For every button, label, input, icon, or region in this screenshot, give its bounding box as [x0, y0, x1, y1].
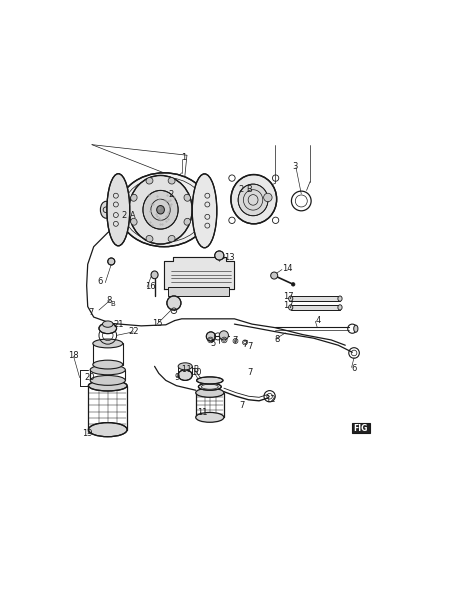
Bar — [351, 424, 370, 433]
Ellipse shape — [99, 323, 117, 334]
Text: 21: 21 — [114, 320, 124, 329]
Text: 2: 2 — [168, 190, 173, 199]
Text: 20: 20 — [84, 373, 95, 382]
Text: 12: 12 — [265, 395, 276, 404]
Text: 7: 7 — [233, 336, 238, 345]
Ellipse shape — [143, 190, 178, 229]
Ellipse shape — [103, 321, 113, 327]
Bar — [168, 287, 229, 296]
Ellipse shape — [93, 360, 123, 369]
Ellipse shape — [192, 174, 217, 248]
Ellipse shape — [184, 218, 190, 225]
Text: 18: 18 — [68, 351, 79, 360]
Circle shape — [271, 272, 278, 279]
Ellipse shape — [289, 305, 293, 310]
Text: 15: 15 — [152, 319, 162, 328]
Text: 2 B: 2 B — [239, 185, 252, 194]
Ellipse shape — [238, 184, 268, 216]
Ellipse shape — [146, 178, 153, 184]
Ellipse shape — [178, 363, 192, 370]
Text: B: B — [110, 301, 115, 307]
Ellipse shape — [93, 339, 123, 348]
Ellipse shape — [184, 194, 190, 201]
Ellipse shape — [198, 383, 221, 390]
Ellipse shape — [196, 388, 224, 397]
Circle shape — [215, 251, 224, 260]
Bar — [291, 296, 340, 301]
Ellipse shape — [157, 206, 164, 214]
Ellipse shape — [289, 296, 293, 301]
Circle shape — [264, 193, 272, 202]
Text: 16: 16 — [145, 281, 155, 290]
Ellipse shape — [338, 296, 342, 301]
Text: 7: 7 — [242, 340, 248, 349]
Ellipse shape — [89, 422, 127, 437]
Text: 11: 11 — [197, 407, 207, 416]
Ellipse shape — [168, 235, 175, 242]
Bar — [291, 305, 340, 310]
Text: FIG: FIG — [354, 424, 368, 433]
Circle shape — [206, 332, 216, 341]
Ellipse shape — [178, 370, 192, 380]
Text: 7: 7 — [240, 401, 245, 410]
Text: 1: 1 — [181, 153, 186, 162]
Ellipse shape — [196, 412, 224, 422]
Ellipse shape — [197, 377, 223, 384]
Text: 7: 7 — [89, 308, 94, 317]
Ellipse shape — [89, 380, 127, 391]
Polygon shape — [164, 257, 234, 289]
Circle shape — [219, 331, 228, 340]
Ellipse shape — [118, 173, 210, 247]
Text: 9: 9 — [175, 373, 180, 382]
Text: 19: 19 — [82, 430, 93, 439]
Text: 10: 10 — [191, 368, 202, 377]
Ellipse shape — [90, 365, 125, 375]
Text: 6: 6 — [351, 364, 356, 373]
Text: 2 A: 2 A — [122, 211, 136, 220]
Ellipse shape — [338, 305, 342, 310]
Ellipse shape — [131, 218, 137, 225]
Ellipse shape — [100, 202, 112, 218]
Text: 17: 17 — [283, 292, 294, 301]
Text: 7: 7 — [247, 368, 253, 377]
Text: 6: 6 — [97, 277, 103, 286]
Text: 7: 7 — [247, 343, 252, 352]
Ellipse shape — [231, 175, 276, 224]
Circle shape — [291, 283, 295, 286]
Text: 3: 3 — [292, 162, 298, 171]
Ellipse shape — [129, 175, 192, 244]
Ellipse shape — [151, 271, 158, 279]
Ellipse shape — [90, 376, 125, 385]
Text: 8: 8 — [274, 335, 280, 344]
Text: 11 B: 11 B — [182, 365, 199, 374]
Text: 8: 8 — [107, 296, 112, 305]
Ellipse shape — [168, 178, 175, 184]
Text: 13: 13 — [224, 253, 235, 262]
Text: 17: 17 — [283, 301, 294, 310]
Ellipse shape — [146, 235, 153, 242]
Text: 5: 5 — [210, 340, 215, 349]
Circle shape — [167, 296, 181, 310]
Ellipse shape — [131, 194, 137, 201]
Text: 22: 22 — [129, 328, 139, 337]
Ellipse shape — [354, 325, 358, 332]
Circle shape — [108, 258, 115, 265]
Text: 4: 4 — [316, 316, 321, 325]
Text: 14: 14 — [282, 264, 292, 273]
Ellipse shape — [107, 173, 130, 246]
